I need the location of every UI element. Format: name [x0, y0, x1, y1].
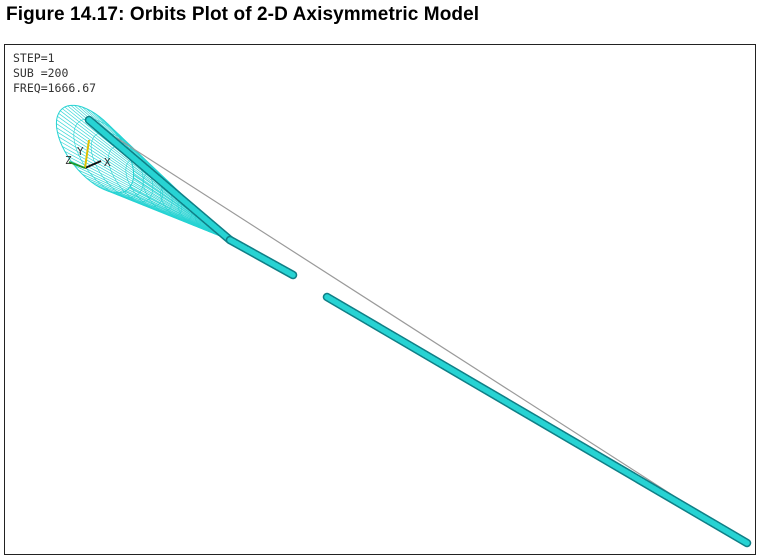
substep-label: SUB =200 — [13, 66, 69, 80]
orbit-drawing: Z Y X — [55, 104, 752, 548]
analysis-info: STEP=1 SUB =200 FREQ=1666.67 — [13, 51, 96, 96]
frequency-label: FREQ=1666.67 — [13, 81, 97, 95]
triad-z-axis — [68, 161, 86, 169]
step-label: STEP=1 — [13, 51, 55, 65]
triad-x-label: X — [104, 156, 111, 169]
shaft-mesh — [84, 115, 752, 548]
shaft-segment — [227, 237, 296, 278]
orbit-plot: STEP=1 SUB =200 FREQ=1666.67 Z Y X — [4, 44, 756, 555]
coordinate-triad: Z Y X — [65, 139, 111, 169]
triad-y-axis — [84, 139, 90, 169]
shaft-axis — [86, 118, 748, 544]
shaft-segment — [324, 294, 750, 546]
shaft-segment — [86, 117, 233, 243]
shaft-centerline — [86, 118, 748, 544]
triad-z-label: Z — [65, 154, 72, 167]
figure-title: Figure 14.17: Orbits Plot of 2-D Axisymm… — [6, 4, 480, 25]
triad-y-label: Y — [77, 145, 84, 158]
triad-x-axis — [84, 160, 102, 169]
orbit-base-ring — [55, 104, 135, 194]
